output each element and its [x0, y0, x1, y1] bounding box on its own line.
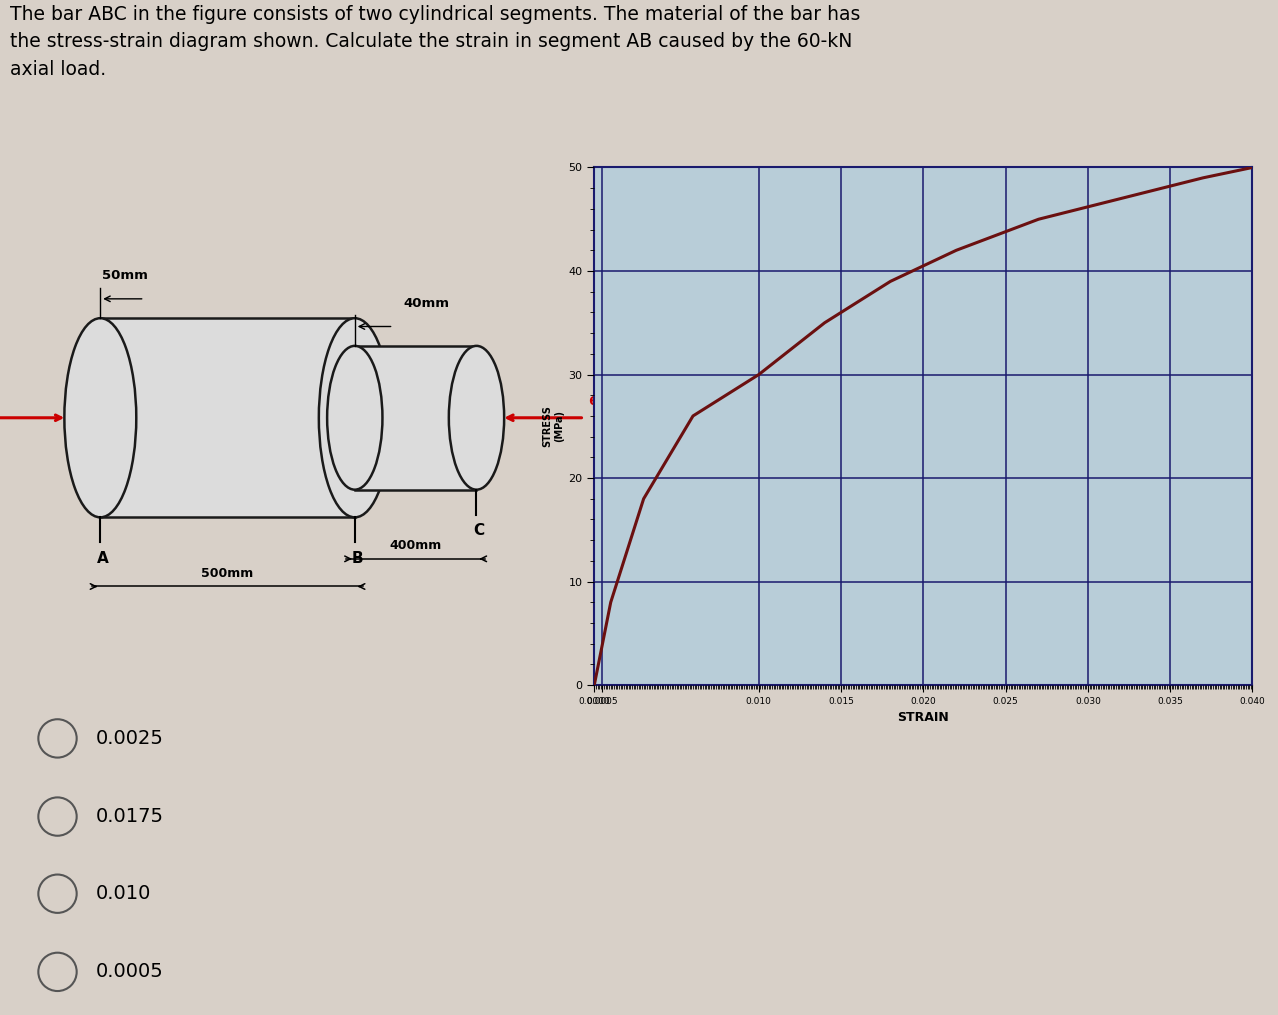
Text: 50mm: 50mm [102, 269, 148, 282]
Text: 0.0005: 0.0005 [96, 962, 164, 982]
Ellipse shape [318, 318, 391, 518]
Ellipse shape [64, 318, 137, 518]
Text: 0.010: 0.010 [96, 884, 151, 903]
Text: 0.0175: 0.0175 [96, 807, 164, 826]
Text: C: C [474, 523, 484, 538]
Text: 500mm: 500mm [202, 566, 254, 580]
Bar [355, 346, 477, 489]
Text: A: A [97, 550, 109, 565]
X-axis label: STRAIN: STRAIN [897, 712, 950, 725]
Ellipse shape [449, 346, 504, 489]
Ellipse shape [327, 346, 382, 489]
Text: The bar ABC in the figure consists of two cylindrical segments. The material of : The bar ABC in the figure consists of tw… [10, 5, 860, 78]
Y-axis label: STRESS
(MPa): STRESS (MPa) [543, 405, 564, 448]
Text: 40mm: 40mm [404, 297, 450, 310]
Text: 0.0025: 0.0025 [96, 729, 164, 748]
Bar [101, 318, 355, 518]
Text: B: B [351, 550, 363, 565]
Text: 60 kN: 60 kN [589, 395, 631, 408]
Text: 400mm: 400mm [390, 539, 442, 552]
